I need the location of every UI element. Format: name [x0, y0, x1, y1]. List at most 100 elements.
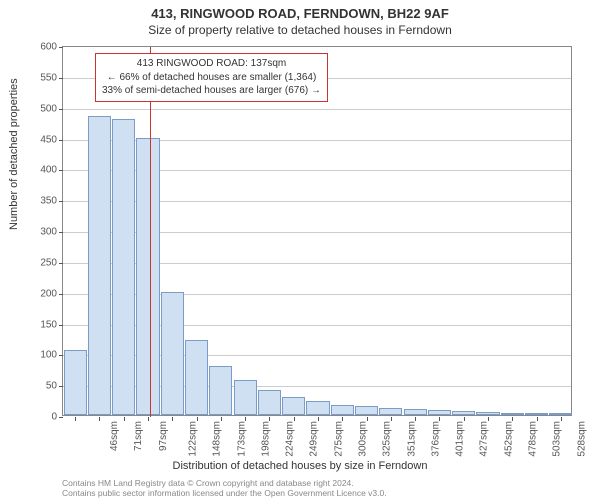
x-tick-label: 224sqm — [285, 421, 296, 457]
y-tick-label: 0 — [17, 412, 57, 423]
x-tick-label: 46sqm — [109, 421, 120, 451]
histogram-bar — [112, 119, 135, 415]
histogram-bar — [161, 292, 184, 415]
y-tick-label: 550 — [17, 72, 57, 83]
x-tick-label: 300sqm — [358, 421, 369, 457]
annotation-box: 413 RINGWOOD ROAD: 137sqm← 66% of detach… — [95, 53, 328, 102]
histogram-bar — [379, 408, 402, 415]
annotation-line1: 413 RINGWOOD ROAD: 137sqm — [102, 57, 321, 71]
x-tick-label: 97sqm — [158, 421, 169, 451]
y-tick-label: 600 — [17, 42, 57, 53]
y-tick-mark — [59, 263, 63, 264]
attribution-text: Contains HM Land Registry data © Crown c… — [62, 478, 387, 498]
x-tick-mark — [415, 417, 416, 421]
x-tick-label: 478sqm — [528, 421, 539, 457]
y-tick-label: 200 — [17, 288, 57, 299]
y-tick-label: 350 — [17, 196, 57, 207]
y-tick-mark — [59, 355, 63, 356]
x-tick-label: 351sqm — [406, 421, 417, 457]
histogram-bar — [234, 380, 257, 415]
x-tick-mark — [197, 417, 198, 421]
y-tick-mark — [59, 78, 63, 79]
y-tick-mark — [59, 109, 63, 110]
property-marker-line — [150, 47, 151, 417]
chart-title-main: 413, RINGWOOD ROAD, FERNDOWN, BH22 9AF — [0, 0, 600, 21]
y-tick-label: 250 — [17, 257, 57, 268]
histogram-bar — [331, 405, 354, 415]
x-tick-label: 173sqm — [236, 421, 247, 457]
x-tick-mark — [75, 417, 76, 421]
histogram-bar — [404, 409, 427, 415]
histogram-bar — [476, 412, 499, 415]
y-tick-mark — [59, 47, 63, 48]
y-tick-label: 100 — [17, 350, 57, 361]
x-tick-label: 275sqm — [333, 421, 344, 457]
gridline-h — [63, 109, 571, 110]
histogram-bar — [549, 413, 572, 415]
y-tick-label: 50 — [17, 381, 57, 392]
histogram-bar — [355, 406, 378, 415]
x-tick-mark — [464, 417, 465, 421]
histogram-bar — [258, 390, 281, 415]
x-tick-mark — [488, 417, 489, 421]
histogram-bar — [525, 413, 548, 415]
x-tick-label: 249sqm — [309, 421, 320, 457]
y-tick-mark — [59, 232, 63, 233]
x-tick-mark — [342, 417, 343, 421]
histogram-bar — [136, 138, 159, 416]
histogram-bar — [282, 397, 305, 416]
histogram-bar — [306, 401, 329, 415]
annotation-line2: ← 66% of detached houses are smaller (1,… — [102, 71, 321, 85]
x-tick-mark — [391, 417, 392, 421]
y-tick-mark — [59, 386, 63, 387]
x-tick-label: 122sqm — [188, 421, 199, 457]
y-tick-mark — [59, 140, 63, 141]
x-tick-mark — [561, 417, 562, 421]
attribution-line1: Contains HM Land Registry data © Crown c… — [62, 478, 387, 488]
x-tick-mark — [439, 417, 440, 421]
histogram-bar — [64, 350, 87, 415]
histogram-bar — [501, 413, 524, 415]
x-axis-label: Distribution of detached houses by size … — [0, 460, 600, 472]
x-tick-mark — [269, 417, 270, 421]
y-tick-mark — [59, 201, 63, 202]
y-tick-mark — [59, 294, 63, 295]
histogram-bar — [209, 366, 232, 415]
plot-area: 05010015020025030035040045050055060046sq… — [62, 46, 572, 416]
x-tick-mark — [172, 417, 173, 421]
x-tick-label: 148sqm — [212, 421, 223, 457]
y-tick-label: 450 — [17, 134, 57, 145]
x-tick-label: 71sqm — [133, 421, 144, 451]
x-tick-mark — [245, 417, 246, 421]
chart-title-sub: Size of property relative to detached ho… — [0, 21, 600, 37]
attribution-line2: Contains public sector information licen… — [62, 488, 387, 498]
annotation-line3: 33% of semi-detached houses are larger (… — [102, 84, 321, 98]
y-tick-label: 300 — [17, 227, 57, 238]
histogram-bar — [428, 410, 451, 415]
x-tick-mark — [367, 417, 368, 421]
y-tick-label: 500 — [17, 103, 57, 114]
y-tick-mark — [59, 170, 63, 171]
x-tick-label: 376sqm — [430, 421, 441, 457]
x-tick-mark — [148, 417, 149, 421]
x-tick-label: 325sqm — [382, 421, 393, 457]
histogram-bar — [185, 340, 208, 415]
x-tick-label: 528sqm — [576, 421, 587, 457]
histogram-bar — [452, 411, 475, 415]
x-tick-mark — [318, 417, 319, 421]
histogram-bar — [88, 116, 111, 415]
x-tick-label: 401sqm — [455, 421, 466, 457]
x-tick-label: 503sqm — [552, 421, 563, 457]
x-tick-mark — [294, 417, 295, 421]
x-tick-mark — [99, 417, 100, 421]
x-tick-label: 427sqm — [479, 421, 490, 457]
y-tick-label: 150 — [17, 319, 57, 330]
x-tick-mark — [221, 417, 222, 421]
x-tick-mark — [124, 417, 125, 421]
y-axis-label: Number of detached properties — [8, 78, 20, 230]
y-tick-label: 400 — [17, 165, 57, 176]
y-tick-mark — [59, 417, 63, 418]
x-tick-mark — [537, 417, 538, 421]
x-tick-mark — [512, 417, 513, 421]
chart-plot-wrapper: 05010015020025030035040045050055060046sq… — [62, 46, 572, 416]
